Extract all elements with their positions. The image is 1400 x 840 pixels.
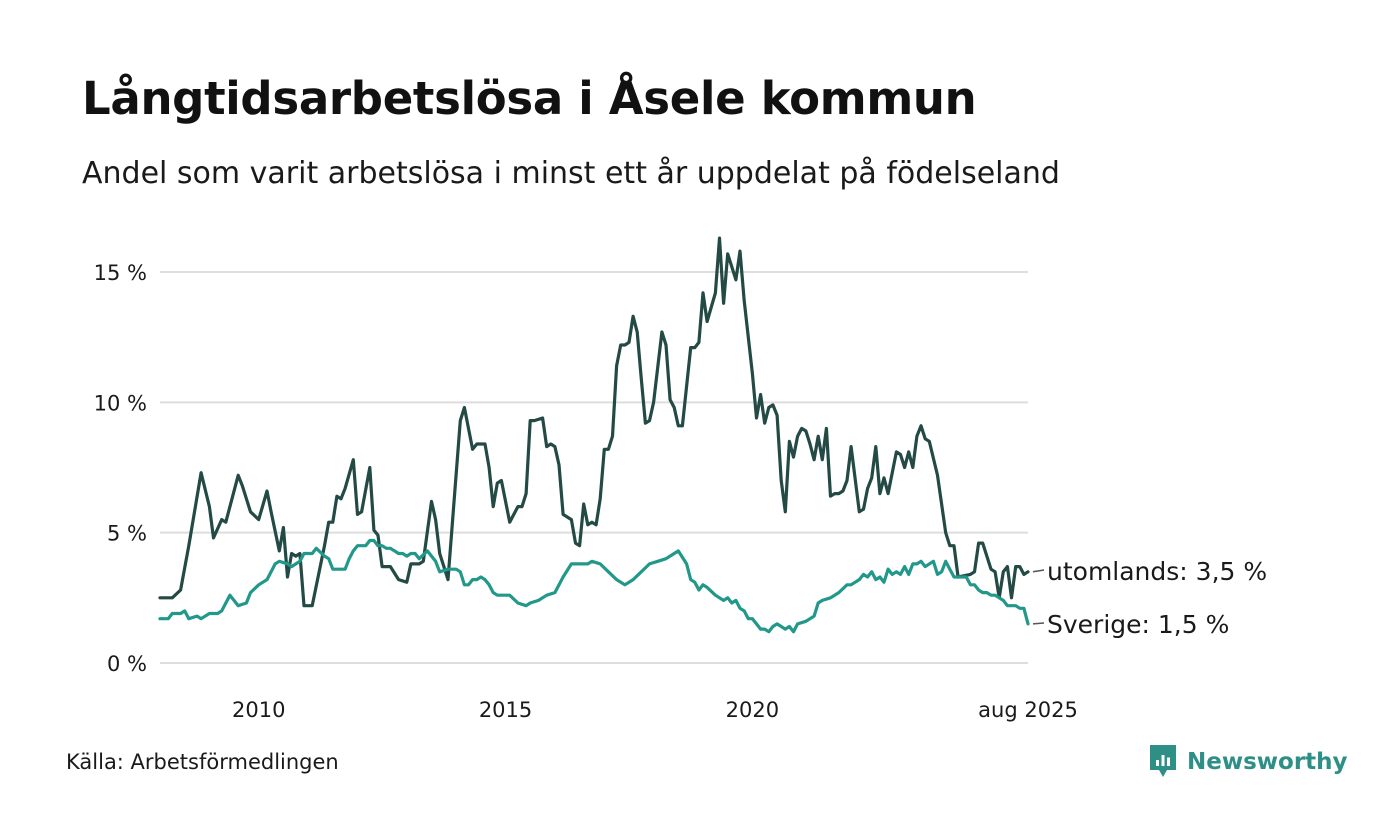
y-tick-label: 15 % — [94, 261, 147, 285]
chart-title: Långtidsarbetslösa i Åsele kommun — [82, 72, 977, 125]
series-line-sverige — [158, 538, 1030, 634]
y-tick-label: 5 % — [107, 522, 147, 546]
y-axis-ticks: 0 % 5 % 10 % 15 % — [94, 261, 147, 676]
y-tick-label: 0 % — [107, 652, 147, 676]
x-tick-label: 2010 — [232, 698, 285, 722]
y-tick-label: 10 % — [94, 391, 147, 415]
brand-name: Newsworthy — [1187, 749, 1348, 775]
brand-logo: Newsworthy — [1148, 744, 1348, 780]
newsworthy-logo-icon — [1150, 745, 1176, 777]
series-line-utomlands — [158, 236, 1030, 608]
series-lines — [158, 236, 1030, 634]
x-axis-ticks: 2010 2015 2020 aug 2025 — [232, 698, 1078, 722]
gridlines — [160, 271, 1028, 664]
end-label-connector — [1032, 569, 1045, 573]
x-tick-label: 2015 — [479, 698, 532, 722]
end-label-utomlands: utomlands: 3,5 % — [1047, 557, 1267, 586]
x-tick-label: aug 2025 — [978, 698, 1078, 722]
end-label-sverige: Sverige: 1,5 % — [1047, 610, 1229, 639]
end-label-connector — [1032, 622, 1045, 625]
x-tick-label: 2020 — [726, 698, 779, 722]
series-end-labels: utomlands: 3,5 % Sverige: 1,5 % — [1032, 557, 1267, 639]
chart-subtitle: Andel som varit arbetslösa i minst ett å… — [82, 156, 1060, 191]
source-note: Källa: Arbetsförmedlingen — [66, 750, 339, 774]
